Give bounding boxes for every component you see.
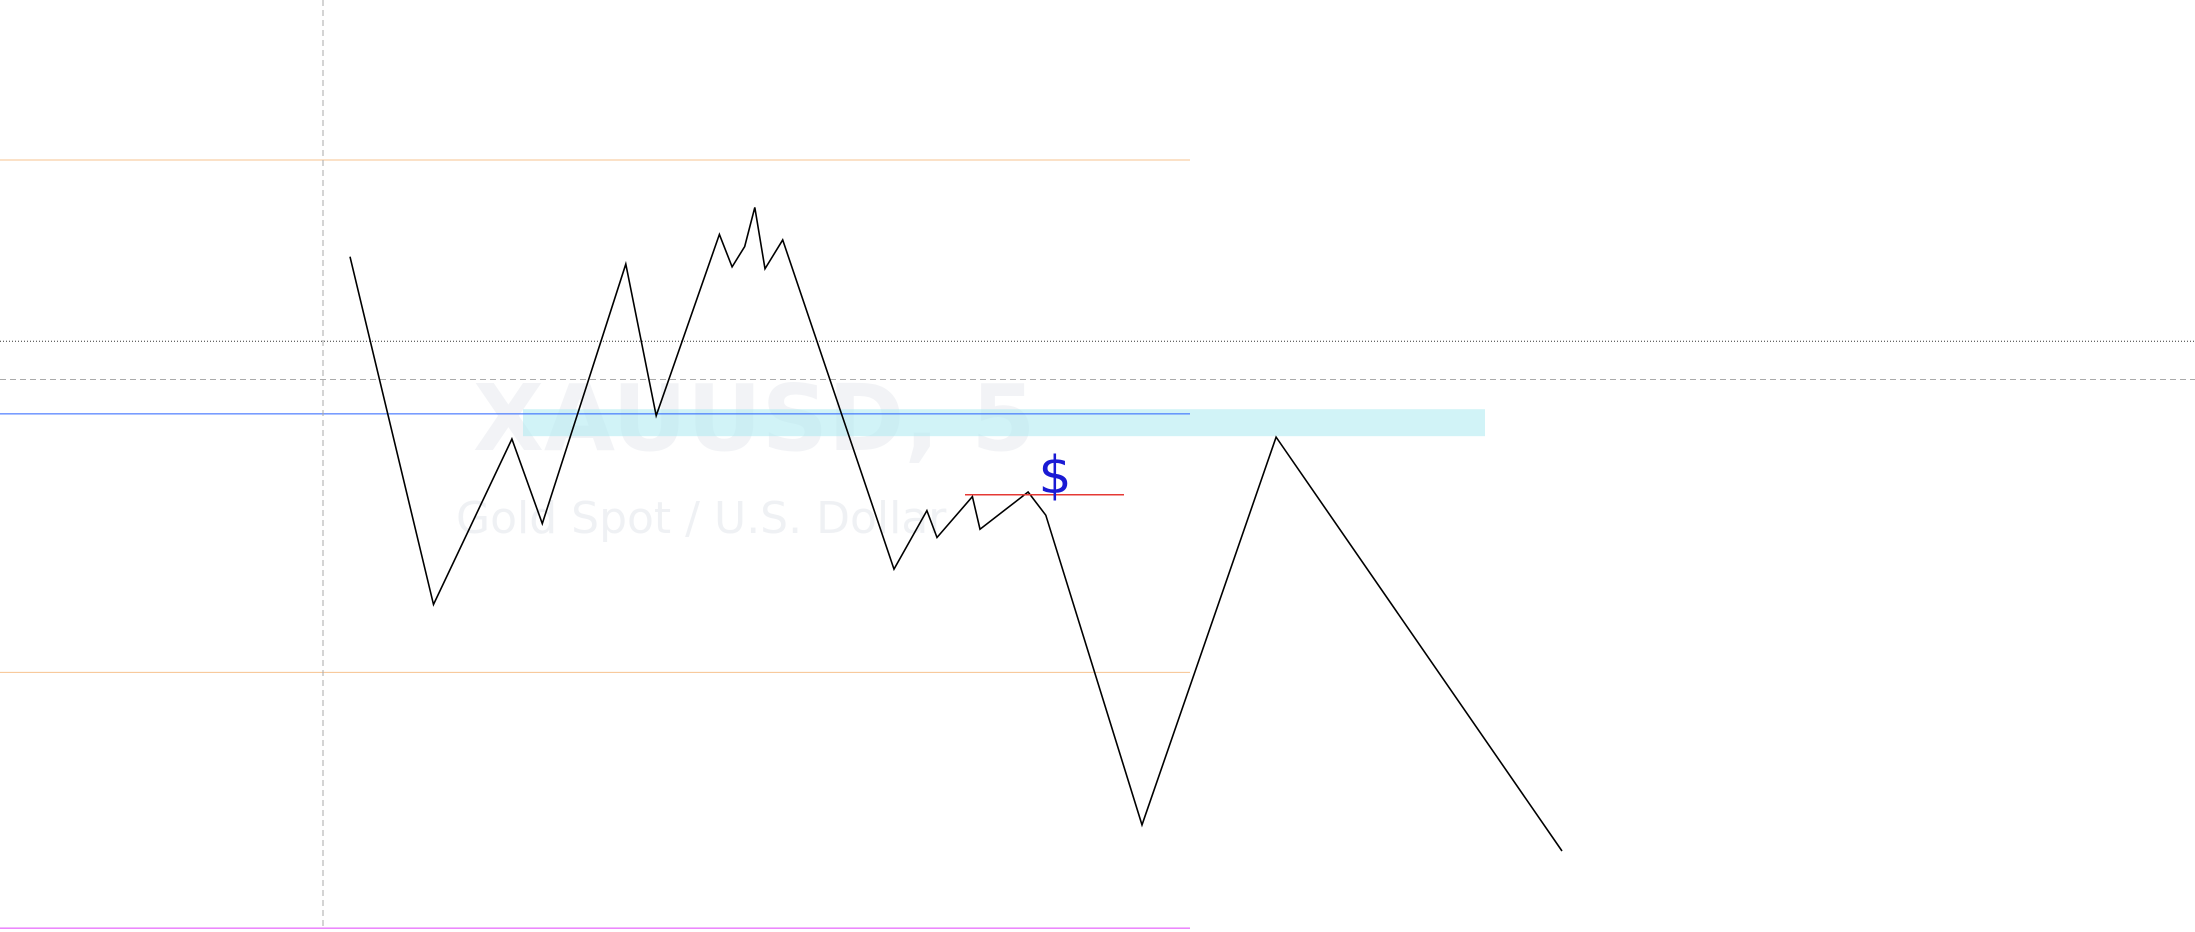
horizontal-lines-layer: [0, 159, 2195, 929]
highlight-zone: [523, 409, 1485, 437]
dollar-sign-icon: $: [1038, 446, 1071, 506]
symbol-watermark: XAUUSD, 5 Gold Spot / U.S. Dollar: [456, 365, 1035, 544]
price-series-line-1: [349, 207, 1563, 852]
marker-layer: $: [965, 446, 1124, 506]
highlight-zone-layer: [523, 409, 1485, 437]
series-layer: [349, 207, 1563, 852]
watermark-description-text: Gold Spot / U.S. Dollar: [456, 493, 947, 544]
